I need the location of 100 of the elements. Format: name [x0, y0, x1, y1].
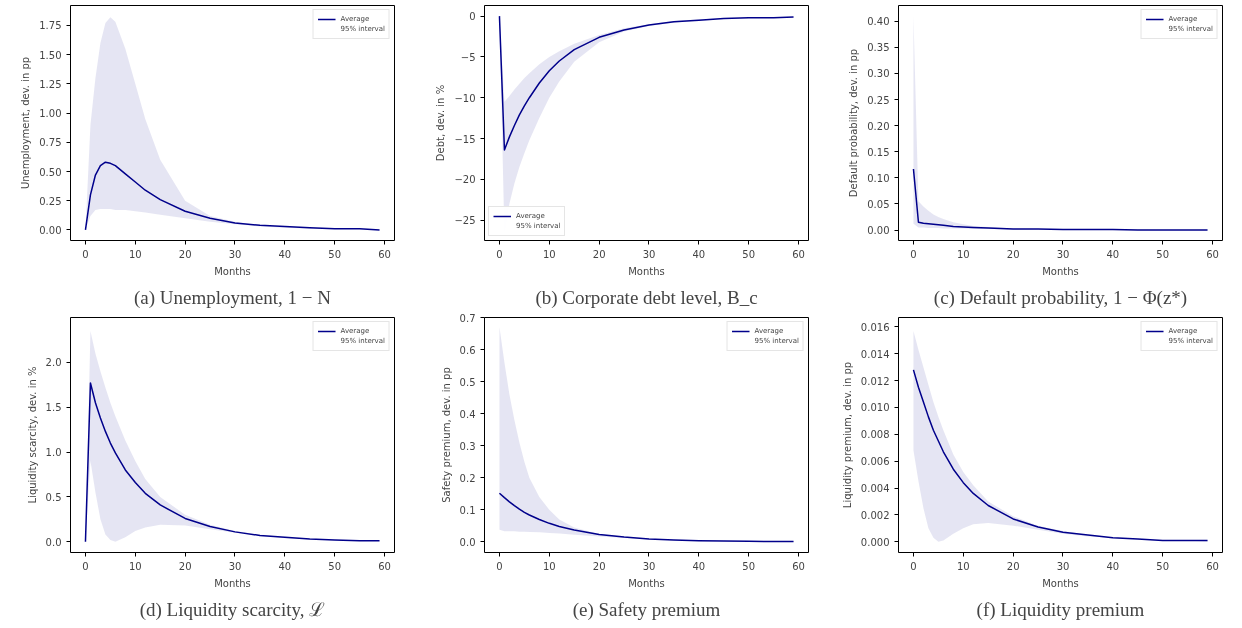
y-tick-label: 1.75 [39, 20, 62, 32]
text: (f) Liquidity premium [976, 598, 1145, 621]
x-tick-label: 10 [542, 248, 556, 260]
text: (e) Safety premium [572, 598, 721, 621]
x-tick-label: 40 [278, 560, 292, 572]
x-axis-title: Months [1042, 577, 1079, 589]
x-tick-label: 50 [328, 560, 342, 572]
x-tick-label: 20 [592, 248, 606, 260]
x-tick-label: 0 [910, 248, 917, 260]
x-tick-label: 0 [82, 248, 89, 260]
y-tick-label: 0.05 [867, 198, 890, 210]
x-axis-title: Months [214, 577, 251, 589]
y-axis-title: Liquidity scarcity, dev. in % [26, 366, 38, 504]
y-axis-title: Default probability, dev. in pp [848, 48, 860, 198]
y-axis-title: Unemployment, dev. in pp [20, 56, 32, 190]
y-axis-title: Debt, dev. in % [435, 84, 447, 162]
y-tick-label: 0.6 [459, 344, 476, 356]
x-tick-label: 60 [378, 560, 391, 572]
x-tick-label: 60 [1206, 248, 1219, 260]
y-tick-label: 2.0 [45, 357, 62, 369]
y-tick-label: 0.50 [39, 166, 62, 178]
y-axis-title: Liquidity premium, dev. in pp [841, 361, 853, 509]
x-tick-label: 10 [128, 248, 142, 260]
y-tick-label: 0.006 [860, 456, 890, 468]
y-tick-label: 0.0 [459, 536, 476, 548]
x-tick-label: 10 [956, 248, 970, 260]
y-tick-label: 1.00 [39, 108, 62, 120]
y-tick-label: 0.5 [45, 491, 62, 503]
x-tick-label: 20 [178, 248, 192, 260]
y-tick-label: 1.5 [45, 402, 62, 414]
y-tick-label: 0.016 [860, 321, 890, 333]
y-tick-label: 0.15 [867, 146, 890, 158]
y-tick-label: 0.2 [459, 472, 476, 484]
x-tick-label: 0 [496, 560, 503, 572]
y-tick-label: −5 [460, 51, 476, 63]
y-tick-label: 0.7 [459, 312, 476, 324]
x-tick-label: 30 [228, 248, 242, 260]
text: (c) Default probability, 1 − Φ(z*) [933, 286, 1188, 309]
y-tick-label: −20 [454, 174, 476, 186]
y-tick-label: 0.10 [867, 172, 890, 184]
x-tick-label: 50 [1156, 248, 1170, 260]
x-tick-label: 50 [742, 560, 756, 572]
y-tick-label: 1.25 [39, 78, 62, 90]
x-axis-title: Months [214, 265, 251, 277]
y-tick-label: 0.004 [860, 483, 890, 495]
x-tick-label: 10 [128, 560, 142, 572]
x-tick-label: 40 [1106, 248, 1120, 260]
x-tick-label: 50 [742, 248, 756, 260]
y-tick-label: 0.0 [45, 536, 62, 548]
y-tick-label: 0.30 [867, 68, 890, 80]
x-axis-title: Months [628, 577, 665, 589]
x-tick-label: 0 [82, 560, 89, 572]
y-tick-label: 0.012 [860, 375, 890, 387]
y-tick-label: −25 [454, 215, 476, 227]
x-tick-label: 40 [278, 248, 292, 260]
y-tick-label: 0.010 [860, 402, 890, 414]
x-tick-label: 60 [792, 560, 805, 572]
x-tick-label: 40 [1106, 560, 1120, 572]
x-tick-label: 0 [910, 560, 917, 572]
x-axis-title: Months [1042, 265, 1079, 277]
x-tick-label: 20 [1006, 248, 1020, 260]
x-tick-label: 0 [496, 248, 503, 260]
y-tick-label: 0.40 [867, 16, 890, 28]
y-tick-label: 0.1 [459, 504, 476, 516]
x-axis-title: Months [628, 265, 665, 277]
x-tick-label: 50 [1156, 560, 1170, 572]
text: (d) Liquidity scarcity, ℒ [139, 598, 326, 621]
x-tick-label: 20 [178, 560, 192, 572]
y-tick-label: −10 [454, 92, 476, 104]
x-tick-label: 10 [542, 560, 556, 572]
y-tick-label: −15 [454, 133, 476, 145]
y-tick-label: 0.3 [459, 440, 476, 452]
y-tick-label: 0.25 [867, 94, 890, 106]
y-axis-title: Safety premium, dev. in pp [440, 367, 452, 503]
x-tick-label: 60 [378, 248, 391, 260]
y-tick-label: 0.25 [39, 195, 62, 207]
x-tick-label: 30 [1056, 248, 1070, 260]
y-tick-label: 0.4 [459, 408, 476, 420]
text: (a) Unemployment, 1 − N [134, 286, 332, 309]
y-tick-label: 0.002 [860, 509, 890, 521]
x-tick-label: 50 [328, 248, 342, 260]
y-tick-label: 0.75 [39, 137, 62, 149]
y-tick-label: 0.35 [867, 42, 890, 54]
y-tick-label: 1.0 [45, 447, 62, 459]
x-tick-label: 60 [1206, 560, 1219, 572]
y-tick-label: 0.20 [867, 120, 890, 132]
x-tick-label: 20 [592, 560, 606, 572]
y-tick-label: 0.014 [860, 348, 890, 360]
x-tick-label: 40 [692, 560, 706, 572]
x-tick-label: 30 [642, 248, 656, 260]
y-tick-label: 1.50 [39, 49, 62, 61]
x-tick-label: 30 [642, 560, 656, 572]
x-tick-label: 60 [792, 248, 805, 260]
x-tick-label: 30 [1056, 560, 1070, 572]
y-tick-label: 0.008 [860, 429, 890, 441]
y-tick-label: 0 [469, 11, 476, 23]
y-tick-label: 0.00 [867, 225, 890, 237]
x-tick-label: 40 [692, 248, 706, 260]
x-tick-label: 30 [228, 560, 242, 572]
y-tick-label: 0.5 [459, 376, 476, 388]
